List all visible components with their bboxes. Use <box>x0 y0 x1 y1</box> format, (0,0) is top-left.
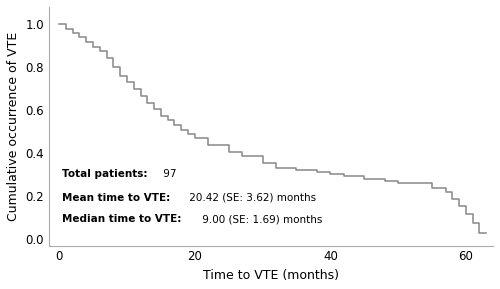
Text: 20.42 (SE: 3.62) months: 20.42 (SE: 3.62) months <box>186 193 316 203</box>
X-axis label: Time to VTE (months): Time to VTE (months) <box>203 269 339 282</box>
Text: Mean time to VTE:: Mean time to VTE: <box>62 193 170 203</box>
Text: Median time to VTE:: Median time to VTE: <box>62 214 182 224</box>
Y-axis label: Cumulative occurrence of VTE: Cumulative occurrence of VTE <box>7 32 20 221</box>
Text: 9.00 (SE: 1.69) months: 9.00 (SE: 1.69) months <box>199 214 322 224</box>
Text: Total patients:: Total patients: <box>62 169 148 179</box>
Text: 97: 97 <box>160 169 177 179</box>
